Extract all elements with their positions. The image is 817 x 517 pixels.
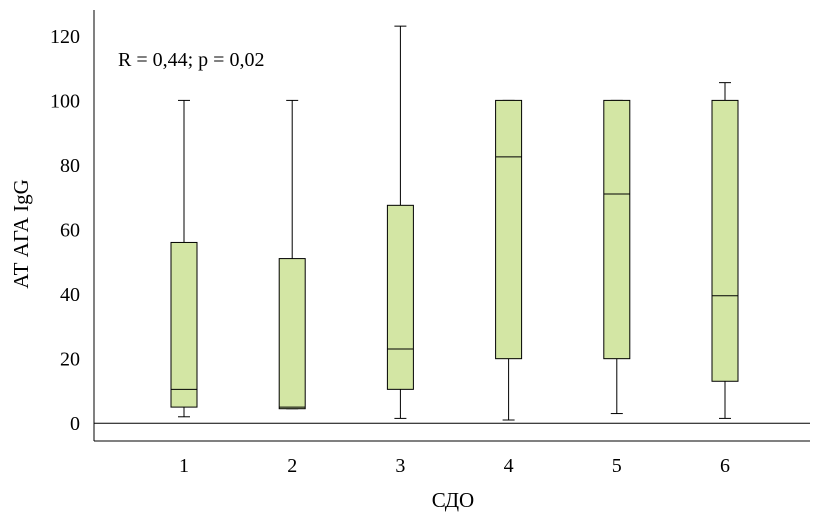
box-series [170,25,739,421]
x-tick-label: 5 [612,455,622,477]
x-tick-label: 2 [287,455,297,477]
y-tick-label: 0 [70,413,80,435]
box-plot-item [386,25,414,419]
axes [93,10,810,442]
y-tick-label: 60 [60,220,80,242]
interquartile-box [278,258,306,410]
y-tick-label: 100 [50,90,80,112]
y-tick-labels: 0 20 40 60 80 100 120 [50,26,80,435]
interquartile-box [495,99,523,360]
box-plot-item [711,82,739,419]
box-plot-item [170,99,198,418]
y-axis-title: АТ АГА IgG [9,179,33,289]
interquartile-box [386,204,414,390]
y-tick-label: 20 [60,349,80,371]
x-tick-label: 1 [179,455,189,477]
interquartile-box [170,241,198,408]
y-tick-label: 40 [60,284,80,306]
x-axis-title: СДО [432,488,474,512]
correlation-annotation: R = 0,44; p = 0,02 [118,49,264,71]
box-plot-item [495,99,523,421]
y-tick-label: 120 [50,26,80,48]
interquartile-box [603,99,631,360]
x-tick-label: 6 [720,455,730,477]
y-tick-label: 80 [60,155,80,177]
box-plot-item [278,99,306,410]
box-plot-item [603,99,631,415]
x-tick-labels: 1 2 3 4 5 6 [179,455,730,477]
interquartile-box [711,99,739,382]
x-tick-label: 4 [504,455,514,477]
x-tick-label: 3 [395,455,405,477]
